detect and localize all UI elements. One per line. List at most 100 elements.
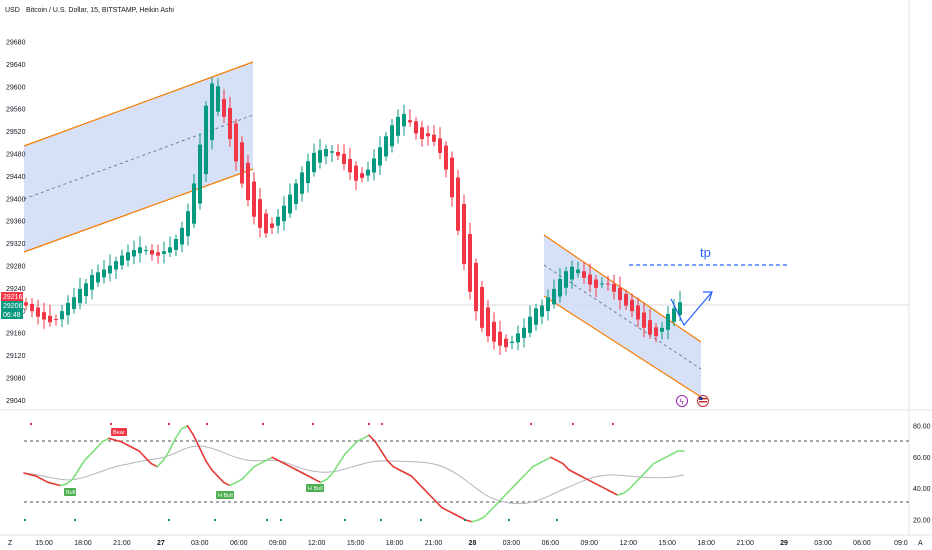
channel-2[interactable] xyxy=(543,234,702,398)
event-marker-1[interactable]: ϟ xyxy=(676,395,688,407)
indicator-segment xyxy=(471,519,479,523)
time-label: 18:00 xyxy=(386,540,404,547)
candle-body xyxy=(468,234,472,292)
indicator-segment xyxy=(531,462,540,468)
candle-body xyxy=(126,252,130,261)
candle-body xyxy=(42,312,46,320)
indicator-segment xyxy=(107,437,116,441)
candle-body xyxy=(78,288,82,304)
price-tick-label: 29240 xyxy=(6,286,26,293)
candle-body xyxy=(330,151,334,153)
bull-signal-dot xyxy=(420,519,422,521)
indicator-segment xyxy=(525,465,534,474)
event-marker-2[interactable] xyxy=(697,395,709,407)
channel-1-lower[interactable] xyxy=(23,168,254,253)
indicator-tick-label: 20.00 xyxy=(913,518,931,525)
indicator-segment xyxy=(374,440,383,452)
indicator-segment xyxy=(422,487,431,496)
time-label: 12:00 xyxy=(308,540,326,547)
indicator-label-bear-text: Bear xyxy=(113,430,125,436)
indicator-segment xyxy=(313,478,322,484)
indicator-segment xyxy=(198,447,207,462)
indicator-label-bull-text: Bull xyxy=(66,490,75,496)
channel-2-upper[interactable] xyxy=(543,234,702,343)
chart-title[interactable]: Bitcoin / U.S. Dollar, 15, BITSTAMP, Hei… xyxy=(26,7,174,14)
channel-2-lower[interactable] xyxy=(543,295,702,398)
indicator-segment xyxy=(210,469,219,477)
indicator-segment xyxy=(652,459,661,465)
bear-signal-dot xyxy=(530,423,532,425)
candle-body xyxy=(630,299,634,312)
indicator-segment xyxy=(568,469,576,474)
candle-body xyxy=(606,283,610,285)
indicator-segment xyxy=(646,462,655,471)
indicator-segment xyxy=(392,465,401,471)
candle-body xyxy=(600,283,604,285)
candle-body xyxy=(132,250,136,257)
bear-signal-dot xyxy=(262,423,264,425)
indicator-segment xyxy=(556,459,564,465)
candle-body xyxy=(294,183,298,205)
tp-label: tp xyxy=(700,245,711,260)
indicator-segment xyxy=(513,478,522,487)
indicator-tick-label: 60.00 xyxy=(913,455,931,462)
candle-body xyxy=(588,274,592,285)
candle-body xyxy=(180,227,184,245)
zoom-button[interactable]: Z xyxy=(8,540,13,547)
candle-body xyxy=(222,99,226,117)
projection-arrow[interactable] xyxy=(670,291,713,327)
candle-body xyxy=(324,149,328,157)
candle-body xyxy=(612,284,616,292)
channel-2-fill xyxy=(544,235,701,397)
price-tick-label: 29120 xyxy=(6,353,26,360)
channel-1-upper[interactable] xyxy=(23,61,254,147)
indicator-label-hbull-2-text: H Bull xyxy=(308,486,323,492)
auto-scale-button[interactable]: A xyxy=(918,540,923,547)
time-label: 15:00 xyxy=(35,540,53,547)
candle-body xyxy=(150,250,154,255)
candle-body xyxy=(516,333,520,343)
candle-body xyxy=(582,271,586,278)
price-label-3: 06:48 xyxy=(1,310,23,319)
candle-body xyxy=(336,151,340,156)
indicator-segment xyxy=(101,437,110,443)
candle-body xyxy=(420,127,424,140)
indicator-segment xyxy=(247,465,255,474)
price-tick-label: 29160 xyxy=(6,331,26,338)
time-axis[interactable]: 15:00 18:00 21:00 27 03:00 06:00 09:00 12:00 15:… xyxy=(35,540,908,547)
price-tick-label: 29480 xyxy=(6,152,26,159)
candle-body xyxy=(552,288,556,305)
price-axis[interactable]: 29680 29640 29600 29560 29520 29480 29440 29400… xyxy=(6,40,26,405)
candle-body xyxy=(258,199,262,228)
candle-body xyxy=(414,121,418,134)
time-label: 15:00 xyxy=(658,540,676,547)
price-label-2-text: 29206 xyxy=(3,303,23,310)
indicator-segment xyxy=(628,481,637,490)
candle-body xyxy=(282,205,286,222)
indicator-segment xyxy=(162,450,171,462)
indicator-moving-average xyxy=(23,445,685,505)
indicator-segment xyxy=(622,487,631,495)
indicator-segment xyxy=(428,494,437,503)
indicator-signal-dots xyxy=(24,423,614,521)
candle-body xyxy=(114,261,118,270)
indicator-axis[interactable]: 80.00 60.00 40.00 20.00 xyxy=(913,423,931,524)
bull-signal-dot xyxy=(380,519,382,521)
indicator-segment xyxy=(465,519,473,523)
bull-signal-dot xyxy=(266,519,268,521)
indicator-segment xyxy=(65,478,74,485)
candle-body xyxy=(666,313,670,330)
candle-body xyxy=(510,341,514,343)
indicator-segment xyxy=(410,475,419,484)
candle-body xyxy=(660,327,664,332)
bear-signal-dot xyxy=(572,423,574,425)
bull-signal-dot xyxy=(214,519,216,521)
indicator-segment xyxy=(665,453,673,459)
channel-1[interactable] xyxy=(23,61,254,253)
indicator-segment xyxy=(144,456,152,465)
bear-signal-dot xyxy=(168,423,170,425)
indicator-segment xyxy=(440,506,449,512)
time-label: 09:00 xyxy=(581,540,599,547)
candle-body xyxy=(432,134,436,142)
indicator-segment xyxy=(592,481,601,487)
